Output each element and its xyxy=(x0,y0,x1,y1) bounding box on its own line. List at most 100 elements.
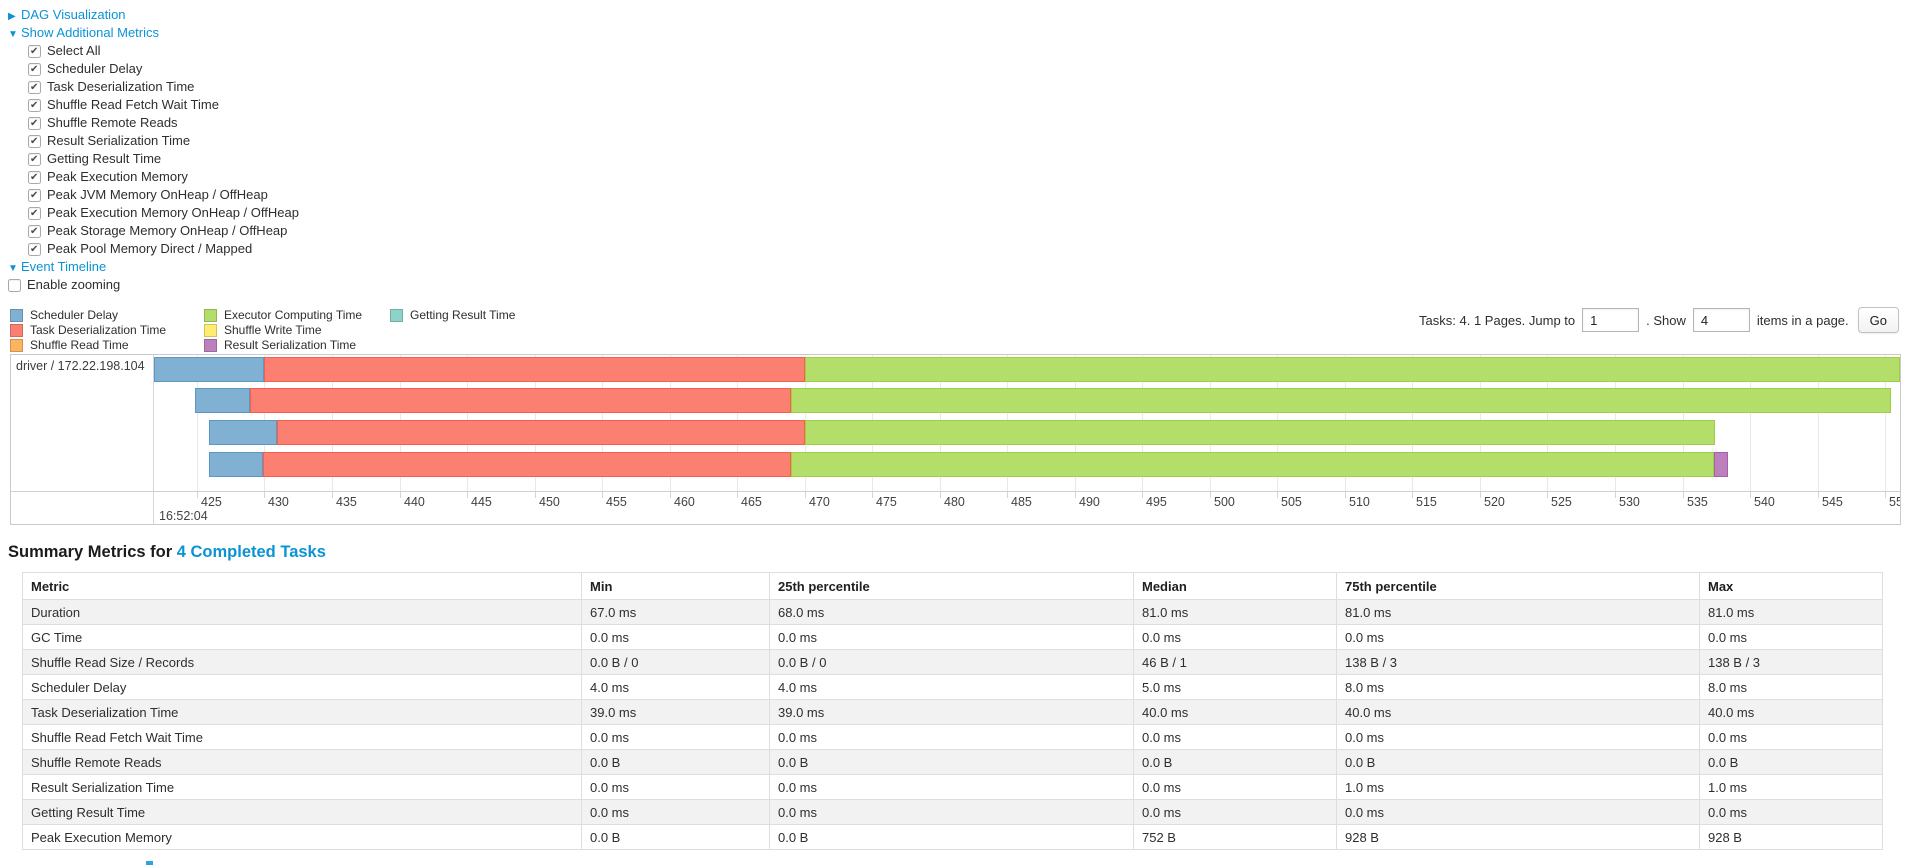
task-segment-scheduler-delay[interactable] xyxy=(154,357,264,382)
column-header: Metric xyxy=(22,572,582,600)
tick-mark xyxy=(1412,492,1413,498)
metric-value-cell: 81.0 ms xyxy=(1699,599,1883,625)
tick-mark xyxy=(264,492,265,498)
tick-mark xyxy=(400,492,401,498)
metric-name-cell: Shuffle Read Size / Records xyxy=(22,649,582,675)
metric-checkbox[interactable] xyxy=(28,242,41,256)
tick-mark xyxy=(1075,492,1076,498)
task-segment-scheduler-delay[interactable] xyxy=(195,388,250,413)
shuffle_read-swatch-icon xyxy=(10,338,23,352)
metric-checkbox-row: Peak JVM Memory OnHeap / OffHeap xyxy=(8,186,299,204)
metric-value-cell: 0.0 ms xyxy=(1133,624,1337,650)
metric-name-cell: Task Deserialization Time xyxy=(22,699,582,725)
metric-checkbox-row: Select All xyxy=(8,42,299,60)
metric-checkbox-label: Getting Result Time xyxy=(47,151,162,166)
metric-checkbox-row: Shuffle Remote Reads xyxy=(8,114,299,132)
task-segment-result-serialization[interactable] xyxy=(1714,452,1728,477)
enable-zooming-checkbox[interactable] xyxy=(8,278,21,292)
metric-checkbox-label: Task Deserialization Time xyxy=(47,79,195,94)
task-segment-executor-computing[interactable] xyxy=(805,420,1715,445)
metric-name-cell: Duration xyxy=(22,599,582,625)
metric-checkbox-label: Peak Pool Memory Direct / Mapped xyxy=(47,241,253,256)
metric-value-cell: 39.0 ms xyxy=(769,699,1134,725)
metric-value-cell: 0.0 ms xyxy=(769,799,1134,825)
items-per-page-input[interactable] xyxy=(1692,308,1750,332)
metric-checkbox[interactable] xyxy=(28,44,41,58)
task-segment-task-deserialization[interactable] xyxy=(250,388,791,413)
tick-mark xyxy=(940,492,941,498)
metric-checkbox[interactable] xyxy=(28,62,41,76)
collapsed-arrow-icon: ▶ xyxy=(8,10,16,22)
metric-checkbox[interactable] xyxy=(28,116,41,130)
enable-zooming-label: Enable zooming xyxy=(27,277,121,292)
tick-label: 535 xyxy=(1687,495,1708,509)
summary-title-prefix: Summary Metrics for xyxy=(8,543,173,561)
metric-value-cell: 39.0 ms xyxy=(581,699,770,725)
metric-name-cell: Peak Execution Memory xyxy=(22,824,582,850)
metric-checkbox-label: Peak Execution Memory xyxy=(47,169,188,184)
task-segment-task-deserialization[interactable] xyxy=(264,357,805,382)
metric-value-cell: 40.0 ms xyxy=(1336,699,1700,725)
metric-value-cell: 40.0 ms xyxy=(1699,699,1883,725)
go-button[interactable]: Go xyxy=(1857,307,1899,333)
show-additional-metrics-toggle[interactable]: ▼ Show Additional Metrics xyxy=(8,24,299,42)
metric-checkbox[interactable] xyxy=(28,152,41,166)
tick-mark xyxy=(670,492,671,498)
metric-name-cell: GC Time xyxy=(22,624,582,650)
metric-checkbox[interactable] xyxy=(28,80,41,94)
executor_computing-swatch-icon xyxy=(204,308,217,322)
metric-checkbox-label: Peak Storage Memory OnHeap / OffHeap xyxy=(47,223,288,238)
metric-checkbox[interactable] xyxy=(28,206,41,220)
metric-value-cell: 0.0 ms xyxy=(769,624,1134,650)
task-segment-task-deserialization[interactable] xyxy=(277,420,805,445)
metric-checkbox-label: Peak JVM Memory OnHeap / OffHeap xyxy=(47,187,268,202)
jump-to-page-input[interactable] xyxy=(1582,308,1640,332)
tasks-count-label: Tasks: 4. 1 Pages. Jump to xyxy=(1419,312,1576,328)
shuffle_write-swatch-icon xyxy=(204,323,217,337)
tick-mark xyxy=(1885,492,1886,498)
metric-value-cell: 0.0 B xyxy=(1336,749,1700,775)
dag-visualization-toggle[interactable]: ▶ DAG Visualization xyxy=(8,6,299,24)
event-timeline-toggle[interactable]: ▼ Event Timeline xyxy=(8,258,299,276)
axis-major-time-label: 16:52:04 xyxy=(159,509,208,523)
task-segment-task-deserialization[interactable] xyxy=(263,452,791,477)
metric-value-cell: 81.0 ms xyxy=(1336,599,1700,625)
gridline xyxy=(1750,355,1751,491)
tick-label: 500 xyxy=(1214,495,1235,509)
dag-visualization-label: DAG Visualization xyxy=(21,7,126,22)
metric-checkbox[interactable] xyxy=(28,224,41,238)
tick-mark xyxy=(1480,492,1481,498)
metric-checkbox[interactable] xyxy=(28,98,41,112)
table-row: Peak Execution Memory 0.0 B 0.0 B 752 B 928 … xyxy=(22,824,1883,850)
task-segment-executor-computing[interactable] xyxy=(791,452,1714,477)
tick-mark xyxy=(1615,492,1616,498)
legend-item-label: Executor Computing Time xyxy=(224,308,363,322)
metric-checkbox[interactable] xyxy=(28,134,41,148)
metric-checkbox[interactable] xyxy=(28,170,41,184)
tick-label: 540 xyxy=(1754,495,1775,509)
items-in-page-label: items in a page. xyxy=(1756,312,1849,328)
metric-value-cell: 46 B / 1 xyxy=(1133,649,1337,675)
metric-value-cell: 928 B xyxy=(1699,824,1883,850)
metric-value-cell: 67.0 ms xyxy=(581,599,770,625)
metric-checkbox[interactable] xyxy=(28,188,41,202)
metric-value-cell: 138 B / 3 xyxy=(1336,649,1700,675)
scheduler_delay-swatch-icon xyxy=(10,308,23,322)
task-segment-executor-computing[interactable] xyxy=(805,357,1900,382)
legend-column: Getting Result Time xyxy=(390,308,515,323)
metric-name-cell: Shuffle Read Fetch Wait Time xyxy=(22,724,582,750)
axis-divider xyxy=(11,491,1900,492)
completed-tasks-link[interactable]: 4 Completed Tasks xyxy=(176,543,326,561)
metric-checkbox-row: Peak Pool Memory Direct / Mapped xyxy=(8,240,299,258)
legend-item: Shuffle Read Time xyxy=(10,338,166,352)
table-row: Duration 67.0 ms 68.0 ms 81.0 ms 81.0 ms 81.0… xyxy=(22,599,1883,625)
metric-value-cell: 928 B xyxy=(1336,824,1700,850)
task-segment-scheduler-delay[interactable] xyxy=(209,452,263,477)
metric-value-cell: 0.0 ms xyxy=(769,724,1134,750)
task-segment-executor-computing[interactable] xyxy=(791,388,1891,413)
task-segment-scheduler-delay[interactable] xyxy=(209,420,277,445)
tick-mark xyxy=(1007,492,1008,498)
metric-value-cell: 0.0 B xyxy=(581,824,770,850)
task_deserialization-swatch-icon xyxy=(10,323,23,337)
